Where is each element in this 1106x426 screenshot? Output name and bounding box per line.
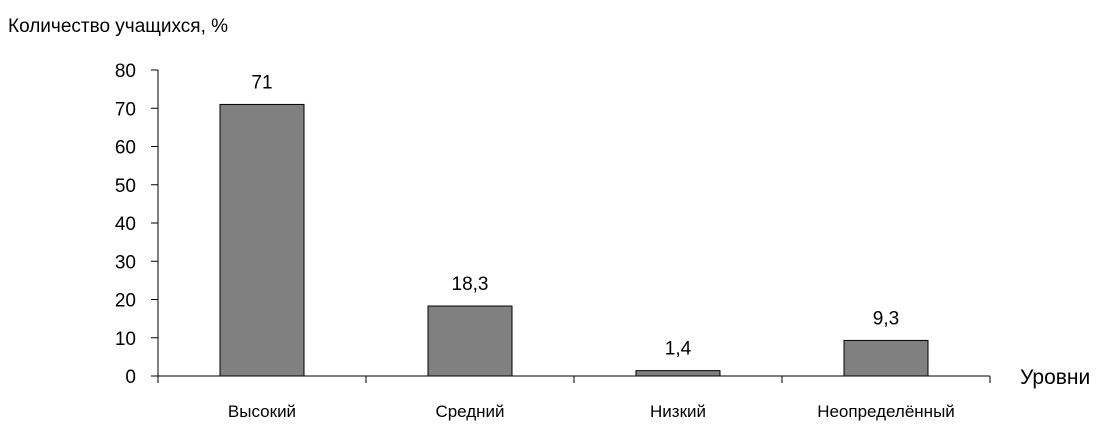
y-tick-label: 0 <box>125 367 136 388</box>
x-axis: Высокий Средний Низкий Неопределённый <box>157 375 991 421</box>
y-tick-label: 30 <box>115 252 136 273</box>
bar <box>219 103 305 377</box>
y-tick-label: 60 <box>115 138 136 159</box>
data-label: 9,3 <box>873 308 899 329</box>
y-tick-label: 20 <box>115 291 136 312</box>
y-tick-label: 50 <box>115 176 136 197</box>
data-label: 18,3 <box>452 274 489 295</box>
data-label: 71 <box>251 72 272 93</box>
y-tick-label: 70 <box>115 99 136 120</box>
x-tick-label: Неопределённый <box>817 402 955 421</box>
bars-group <box>219 103 929 377</box>
y-tick-label: 80 <box>115 61 136 82</box>
bar <box>427 305 513 377</box>
data-labels-group: 71 18,3 1,4 9,3 <box>251 72 899 359</box>
x-axis-title: Уровни <box>1020 366 1090 389</box>
y-tick-label: 40 <box>115 214 136 235</box>
bar <box>843 339 929 377</box>
bar <box>635 370 721 377</box>
y-tick-label: 10 <box>115 329 136 350</box>
x-tick-label: Низкий <box>650 402 706 421</box>
y-axis-title: Количество учащихся, % <box>8 16 228 37</box>
y-axis: 0 10 20 30 40 50 60 70 80 <box>115 61 159 388</box>
data-label: 1,4 <box>665 339 692 360</box>
x-tick-label: Средний <box>435 402 504 421</box>
x-tick-label: Высокий <box>228 402 296 421</box>
